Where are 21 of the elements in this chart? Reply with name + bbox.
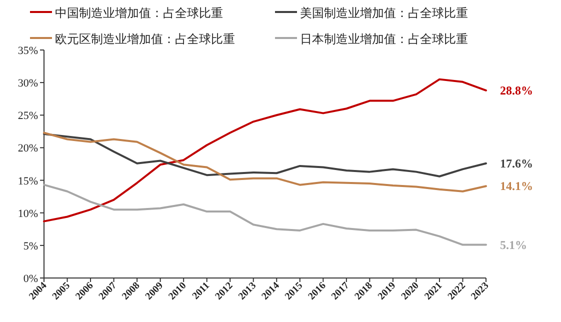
data-label: 14.1% (500, 179, 533, 194)
data-label: 17.6% (500, 156, 533, 170)
legend-label: 欧元区制造业增加值：占全球比重 (55, 32, 235, 46)
data-label: 5.1% (500, 238, 527, 252)
y-tick-label: 0% (23, 273, 38, 285)
legend-label: 中国制造业增加值：占全球比重 (55, 6, 223, 20)
y-tick-label: 25% (18, 110, 38, 122)
data-label: 28.8% (500, 83, 533, 98)
line-series (43, 78, 487, 222)
line-series (43, 184, 487, 246)
x-tick-label: 2011 (190, 280, 212, 302)
y-tick-label: 15% (18, 175, 38, 188)
y-tick-label: 5% (23, 240, 38, 252)
y-tick-label: 20% (18, 142, 38, 155)
legend-label: 日本制造业增加值：占全球比重 (300, 32, 468, 46)
line-series (43, 132, 487, 192)
y-tick-label: 30% (18, 78, 38, 90)
y-tick-label: 10% (18, 208, 38, 220)
line-series (43, 133, 487, 178)
legend-label: 美国制造业增加值：占全球比重 (300, 6, 468, 20)
y-tick-label: 35% (18, 45, 38, 57)
